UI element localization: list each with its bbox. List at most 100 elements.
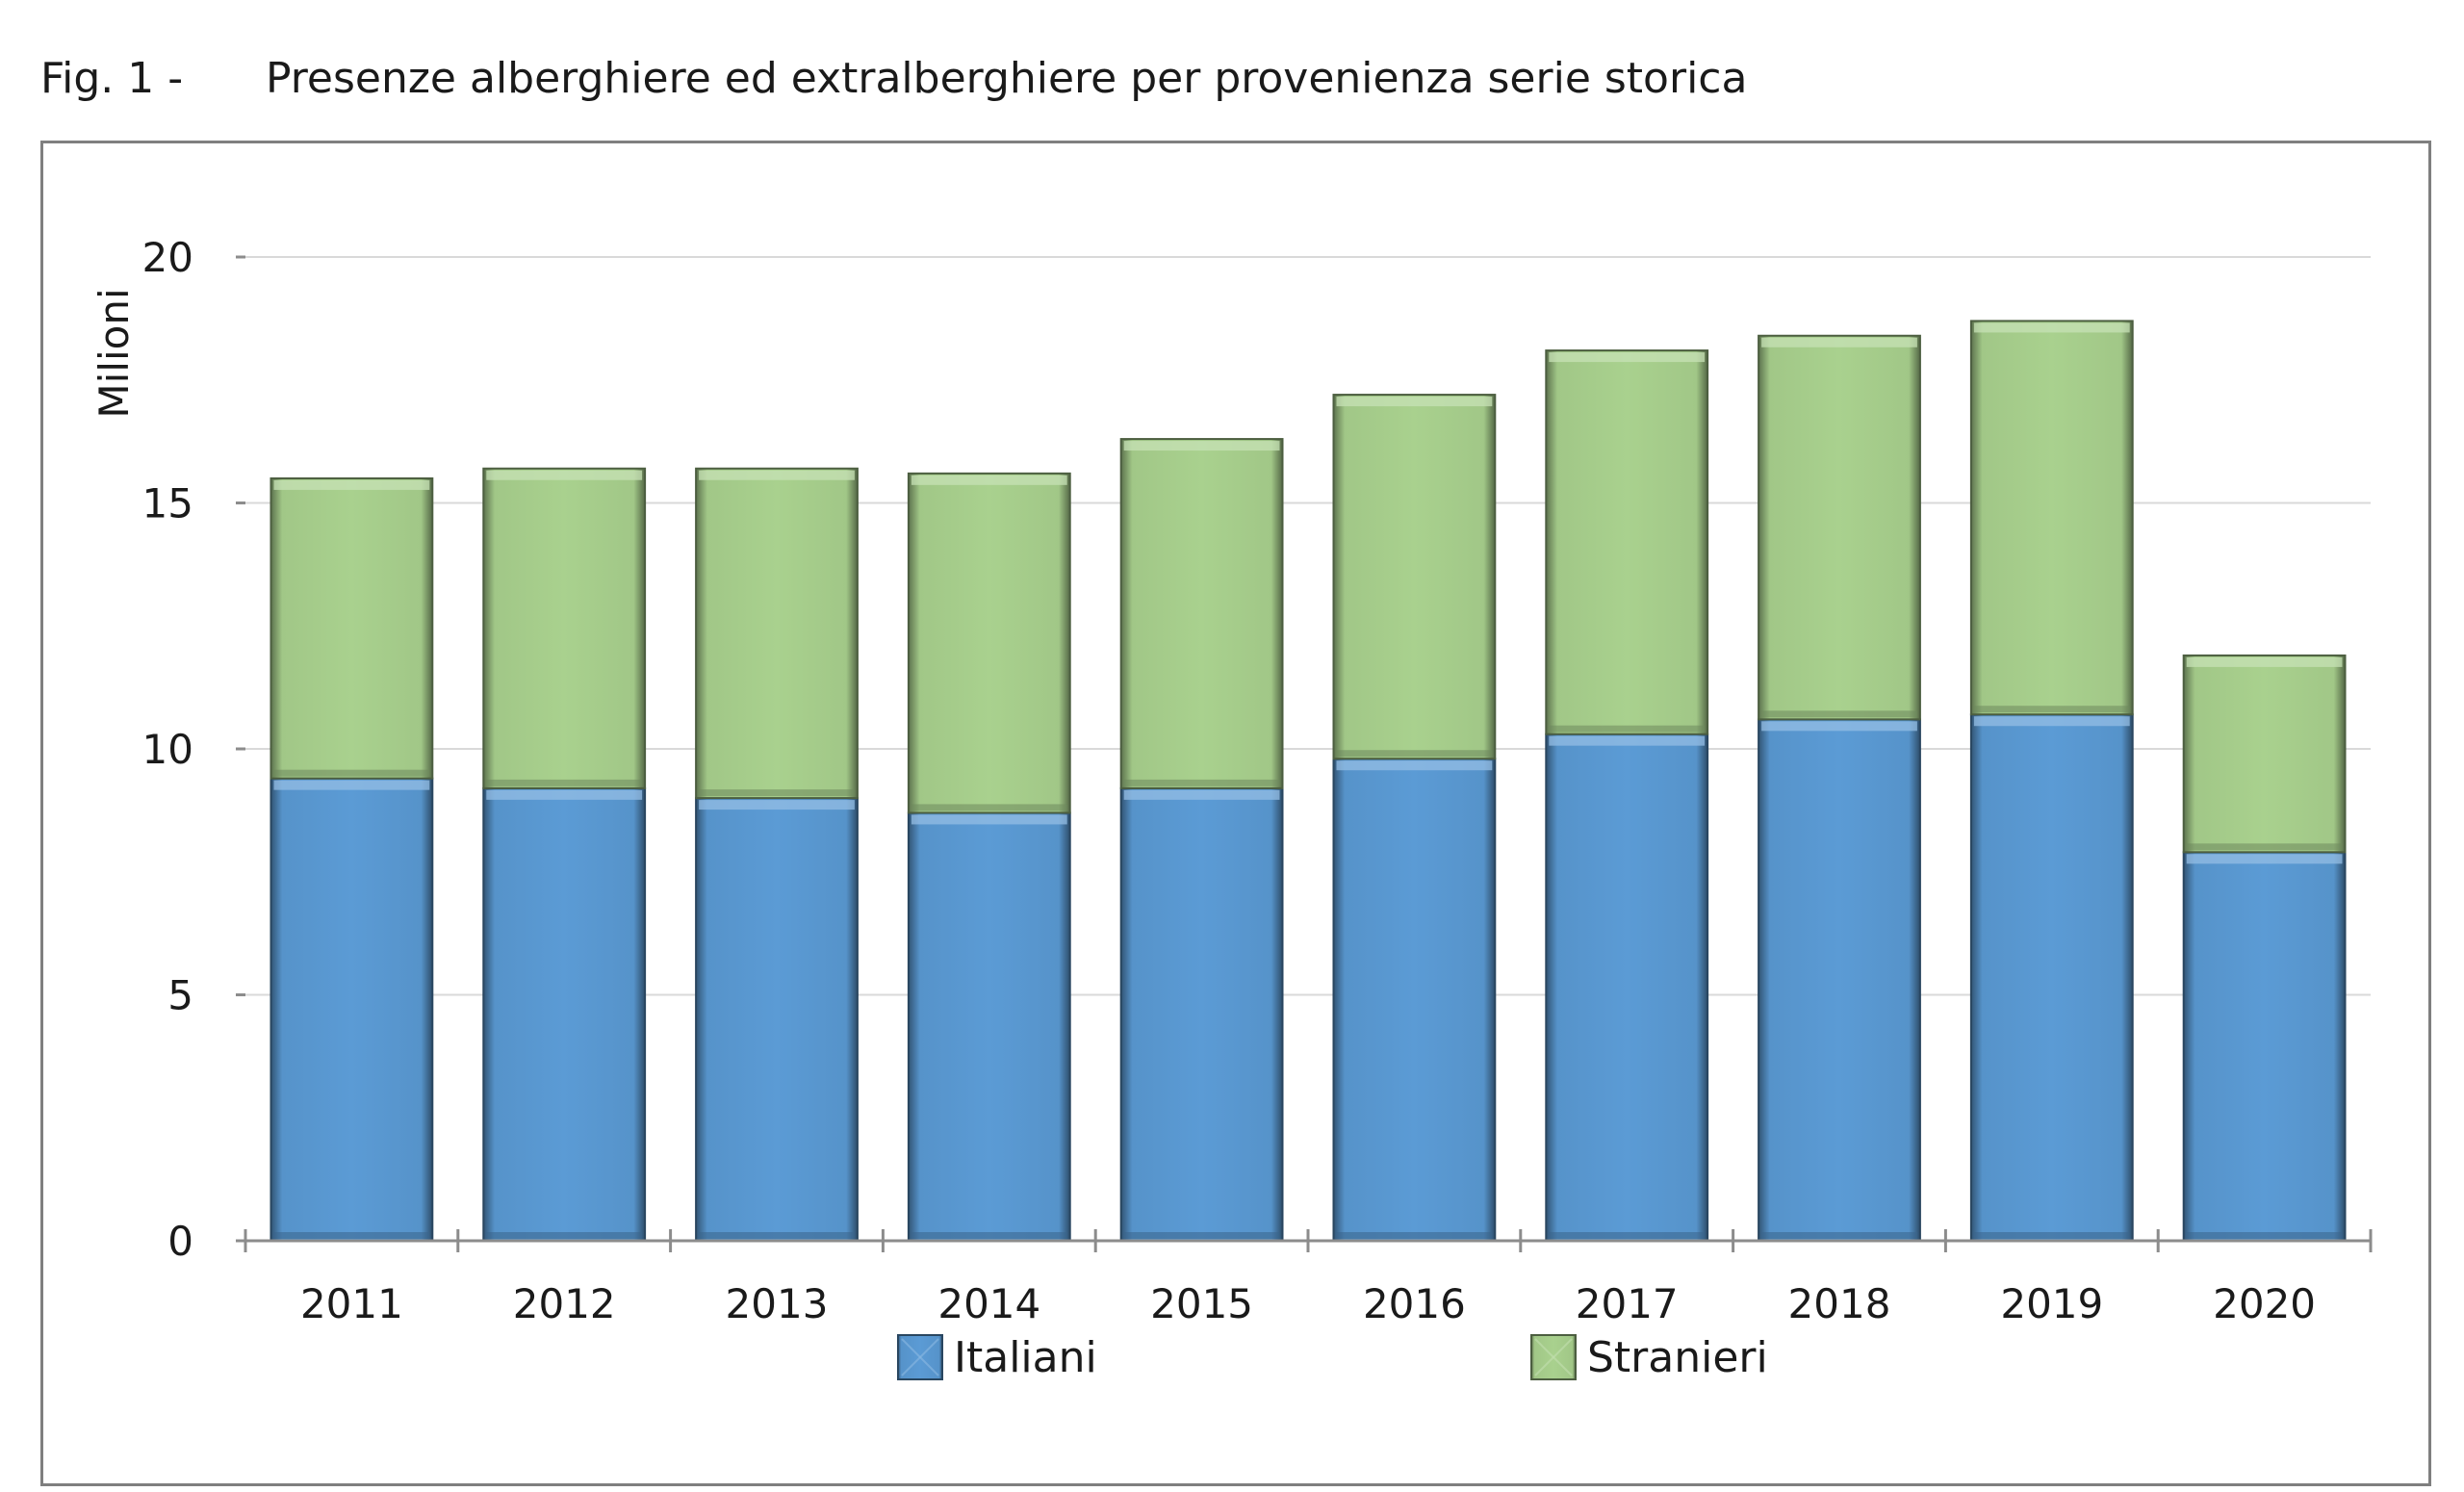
bar-segment	[1545, 349, 1709, 735]
bar-segment	[1332, 758, 1497, 1242]
bar-shadow	[1123, 779, 1280, 786]
x-tick-label: 2012	[513, 1280, 616, 1327]
x-tick-label: 2018	[1788, 1280, 1891, 1327]
bar-bevel	[486, 789, 643, 800]
bar-stranieri-2014	[907, 472, 1071, 814]
x-tick-label: 2019	[2000, 1280, 2103, 1327]
bar-shadow	[273, 769, 430, 777]
bar-bevel	[1973, 322, 2130, 333]
y-tick-label: 20	[142, 234, 193, 281]
bar-shadow	[699, 1232, 855, 1239]
bar-segment	[2182, 654, 2347, 854]
bar-stranieri-2019	[1969, 320, 2134, 716]
bar-shadow	[1123, 1232, 1280, 1239]
y-axis-title: Milioni	[90, 288, 138, 418]
bar-segment	[695, 797, 859, 1242]
bar-bevel	[273, 479, 430, 490]
y-tick-label: 10	[142, 726, 193, 773]
x-tick-label: 2015	[1150, 1280, 1253, 1327]
bar-italiani-2019	[1969, 713, 2134, 1242]
bar-bevel	[1549, 735, 1706, 746]
bar-shadow	[1336, 1232, 1493, 1239]
figure-header: Fig. 1 - Presenze alberghiere ed extralb…	[40, 50, 2408, 108]
y-tick-label: 5	[167, 972, 193, 1019]
bar-shadow	[911, 804, 1067, 811]
figure-number: Fig. 1 -	[40, 54, 184, 103]
chart-frame: 0 5 10 15 20 Milioni 2011 2012 2013 2014 2015 2016 2…	[40, 141, 2431, 1486]
x-tick-label: 2016	[1363, 1280, 1466, 1327]
bar-shadow	[699, 789, 855, 797]
bar-italiani-2012	[482, 786, 647, 1242]
bar-shadow	[2186, 843, 2343, 851]
legend-swatch-bevel	[1534, 1338, 1573, 1376]
bar-bevel	[1123, 441, 1280, 451]
bar-bevel	[2186, 854, 2343, 864]
bar-shadow	[1549, 1232, 1706, 1239]
legend-label: Italiani	[954, 1333, 1097, 1382]
bar-stranieri-2013	[695, 467, 859, 800]
bar-bevel	[1761, 721, 1917, 732]
bar-bevel	[273, 780, 430, 790]
bar-bevel	[2186, 656, 2343, 667]
bar-segment	[695, 467, 859, 800]
bar-stranieri-2012	[482, 467, 647, 789]
bar-segment	[1332, 394, 1497, 760]
bar-shadow	[911, 1232, 1067, 1239]
x-tick-label: 2017	[1576, 1280, 1679, 1327]
bar-stranieri-2018	[1758, 334, 1921, 721]
bar-segment	[270, 777, 434, 1242]
bar-shadow	[486, 1232, 643, 1239]
bar-stranieri-2020	[2182, 654, 2347, 854]
bar-bevel	[1549, 352, 1706, 363]
bar-bevel	[486, 470, 643, 480]
bar-segment	[907, 811, 1071, 1242]
legend: Italiani Stranieri	[897, 1333, 1768, 1382]
x-tick-label: 2020	[2213, 1280, 2316, 1327]
bar-stranieri-2016	[1332, 394, 1497, 760]
x-tick-label: 2014	[937, 1280, 1040, 1327]
bar-segment	[2182, 851, 2347, 1242]
bar-stranieri-2015	[1119, 438, 1284, 789]
bar-segment	[1758, 718, 1921, 1242]
legend-swatch-bevel	[901, 1338, 939, 1376]
bar-segment	[1119, 786, 1284, 1242]
bar-italiani-2017	[1545, 733, 1709, 1242]
bar-bevel	[911, 814, 1067, 825]
y-tick-label: 0	[167, 1218, 193, 1265]
bar-shadow	[2186, 1232, 2343, 1239]
bar-stranieri-2017	[1545, 349, 1709, 735]
bar-italiani-2016	[1332, 758, 1497, 1242]
bar-bevel	[1123, 789, 1280, 800]
bar-bevel	[699, 470, 855, 480]
bar-segment	[270, 476, 434, 780]
legend-label: Stranieri	[1587, 1333, 1768, 1382]
legend-item-stranieri: Stranieri	[1530, 1333, 1768, 1382]
x-tick-label: 2013	[726, 1280, 829, 1327]
bar-italiani-2011	[270, 777, 434, 1242]
bar-segment	[907, 472, 1071, 814]
bar-bevel	[1336, 397, 1493, 407]
bar-italiani-2020	[2182, 851, 2347, 1242]
bar-segment	[482, 467, 647, 789]
bar-italiani-2015	[1119, 786, 1284, 1242]
bars	[270, 320, 2347, 1242]
bar-bevel	[911, 475, 1067, 485]
x-tick-label: 2011	[300, 1280, 403, 1327]
bar-shadow	[1761, 710, 1917, 718]
bar-italiani-2014	[907, 811, 1071, 1242]
bar-segment	[482, 786, 647, 1242]
bar-segment	[1969, 713, 2134, 1242]
bar-shadow	[486, 779, 643, 786]
bar-italiani-2018	[1758, 718, 1921, 1242]
bar-bevel	[1336, 760, 1493, 771]
bar-segment	[1758, 334, 1921, 721]
figure-title: Presenze alberghiere ed extralberghiere …	[266, 54, 1748, 103]
legend-item-italiani: Italiani	[897, 1333, 1097, 1382]
bar-segment	[1969, 320, 2134, 716]
bar-segment	[1545, 733, 1709, 1242]
y-tick-label: 15	[142, 480, 193, 527]
bar-italiani-2013	[695, 797, 859, 1242]
bar-shadow	[1973, 1232, 2130, 1239]
